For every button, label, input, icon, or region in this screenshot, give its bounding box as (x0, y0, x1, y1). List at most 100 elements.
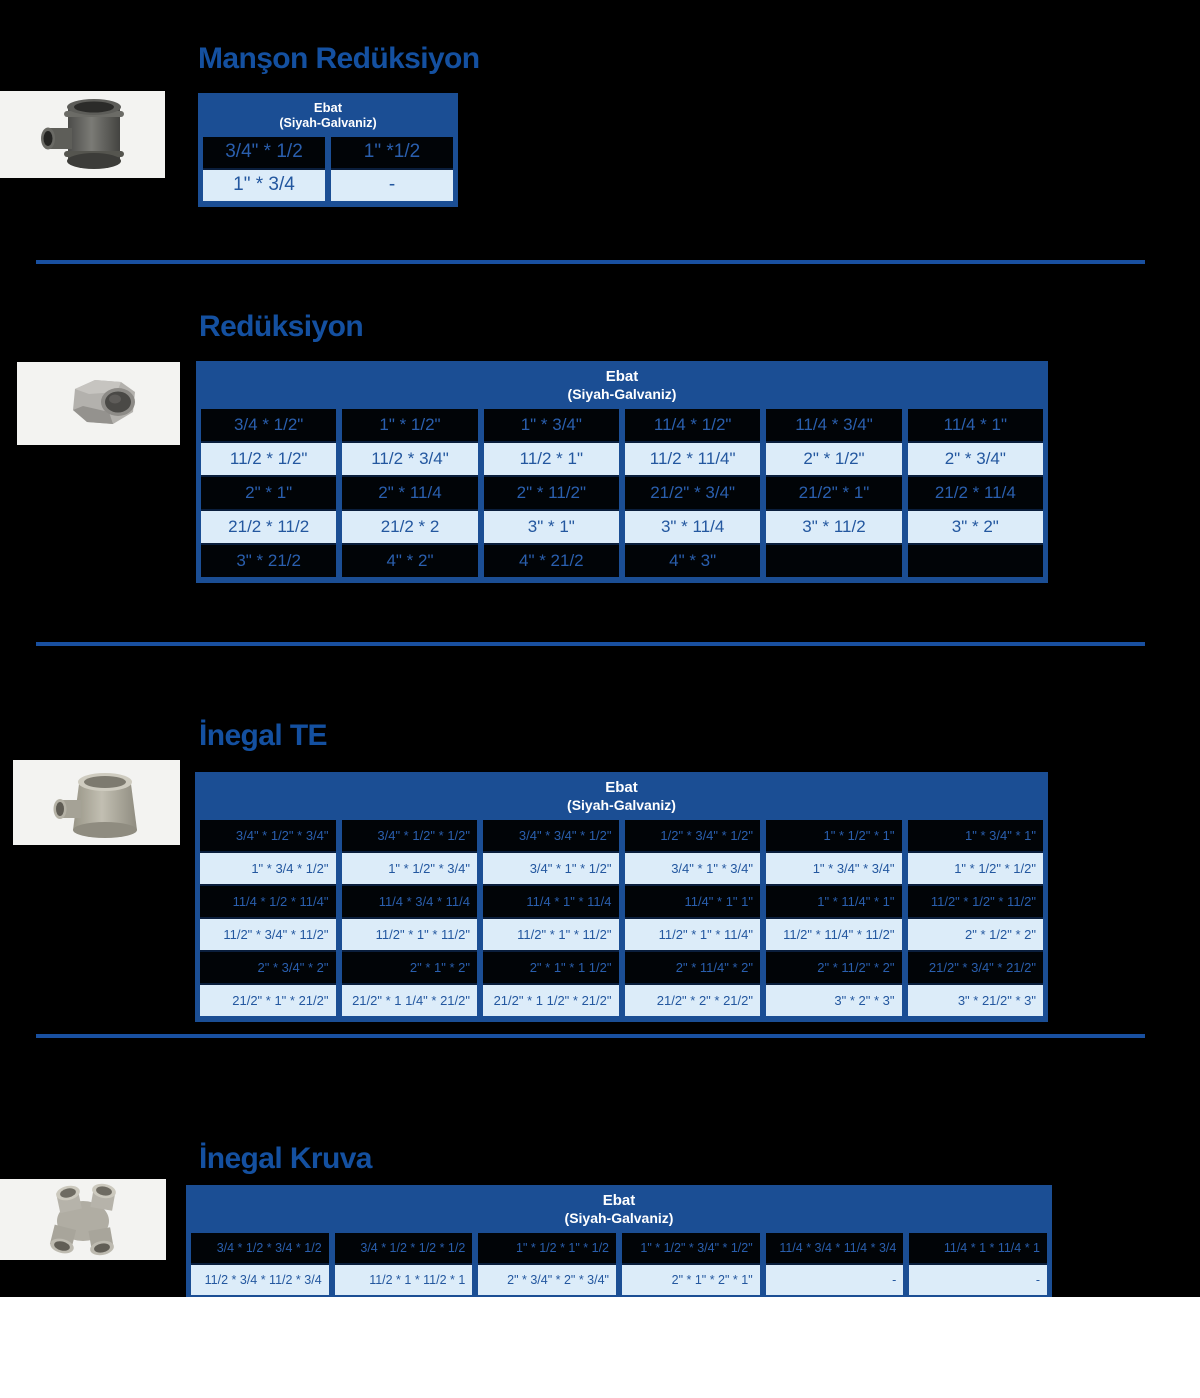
size-cell: 11/2 * 3/4" (342, 440, 478, 475)
size-row: 21/2 * 11/2 21/2 * 2 3" * 1" 3" * 11/4 3" * … (201, 508, 1043, 543)
size-row: 21/2" * 1" * 21/2" 21/2" * 1 1/4" * 21/2"… (200, 982, 1043, 1016)
reducing-tee-photo (13, 760, 180, 845)
table-header: Ebat (Siyah-Galvaniz) (191, 1187, 1047, 1233)
size-cell: 21/2" * 1 1/2" * 21/2" (483, 982, 619, 1016)
table-header: Ebat (Siyah-Galvaniz) (203, 95, 453, 137)
size-row: 3/4" * 1/2 1" *1/2 (203, 136, 453, 168)
table-header-line1: Ebat (602, 1192, 636, 1209)
size-cell: - (765, 1262, 904, 1295)
size-row: 3/4 * 1/2 * 3/4 * 1/2 3/4 * 1/2 * 1/2 * 1… (191, 1232, 1047, 1263)
size-cell: 1" * 3/4 (203, 167, 325, 201)
size-cell: 3/4" * 1" * 3/4" (624, 850, 760, 884)
page-bottom-margin (0, 1297, 1200, 1398)
size-cell: 4" * 3" (624, 542, 761, 577)
cross-fitting-photo (0, 1179, 166, 1260)
size-cell: - (909, 1262, 1047, 1295)
size-row: 2" * 1" 2" * 11/4 2" * 11/2" 21/2" * 3/4" 21… (201, 474, 1043, 509)
size-cell: 1" * 1/2" * 3/4" * 1/2" (622, 1232, 760, 1263)
size-cell: 11/4" * 1" 1" (624, 883, 760, 917)
size-row: 11/2 * 3/4 * 11/2 * 3/4 11/2 * 1 * 11/2 *… (191, 1262, 1047, 1295)
section-title-inegal-te: İnegal TE (199, 719, 328, 752)
size-row: 3/4 * 1/2" 1" * 1/2" 1" * 3/4" 11/4 * 1/2" 1… (201, 408, 1043, 441)
size-cell: 11/2 * 11/4" (624, 440, 761, 475)
size-cell (907, 542, 1043, 577)
size-cell: 3" * 2" (907, 508, 1043, 543)
size-cell: 11/4 * 1" (907, 408, 1043, 441)
size-table-inegal-te: Ebat (Siyah-Galvaniz) 3/4" * 1/2" * 3/4"… (195, 772, 1048, 1022)
table-header-line2: (Siyah-Galvaniz) (567, 386, 677, 402)
size-cell: 11/2 * 3/4 * 11/2 * 3/4 (191, 1262, 329, 1295)
size-row: 1" * 3/4- (203, 167, 453, 201)
table-header: Ebat (Siyah-Galvaniz) (201, 363, 1043, 409)
table-body: 3/4 * 1/2 * 3/4 * 1/2 3/4 * 1/2 * 1/2 * 1… (191, 1232, 1047, 1295)
size-cell: 1" * 1/2" * 1" (766, 819, 902, 851)
section-title-manson-reduksiyon: Manşon Redüksiyon (198, 42, 480, 75)
size-cell: 11/4 * 1/2 * 11/4" (200, 883, 336, 917)
size-table-manson-reduksiyon: Ebat (Siyah-Galvaniz) 3/4" * 1/2 1" *1/2 1… (198, 93, 458, 207)
size-cell: 21/2 * 2 (342, 508, 478, 543)
size-cell: 3" * 11/2 (766, 508, 902, 543)
size-row: 1" * 3/4 * 1/2" 1" * 1/2" * 3/4" 3/4" * 1"… (200, 850, 1043, 884)
size-cell: 3" * 2" * 3" (766, 982, 902, 1016)
size-cell: 11/4 * 3/4 * 11/4 (341, 883, 477, 917)
size-cell: 4" * 2" (342, 542, 478, 577)
size-cell: 11/2" * 11/4" * 11/2" (766, 916, 902, 950)
size-cell: 2" * 11/4" * 2" (624, 949, 760, 983)
section-title-reduksiyon: Redüksiyon (199, 310, 364, 343)
size-cell: - (331, 167, 453, 201)
table-header-line2: (Siyah-Galvaniz) (564, 1210, 674, 1226)
size-cell: 21/2 * 11/2 (201, 508, 337, 543)
size-cell: 3/4" * 1" * 1/2" (483, 850, 619, 884)
size-cell: 1" * 1/2 * 1" * 1/2 (478, 1232, 616, 1263)
size-cell: 3/4 * 1/2" (201, 408, 337, 441)
size-cell: 2" * 1" (201, 474, 337, 509)
size-cell: 2" * 1" * 1 1/2" (483, 949, 619, 983)
size-cell: 2" * 1" * 2" (341, 949, 477, 983)
table-body: 3/4 * 1/2" 1" * 1/2" 1" * 3/4" 11/4 * 1/2" 1… (201, 408, 1043, 577)
table-header-line1: Ebat (605, 368, 639, 385)
size-cell: 11/2 * 1 * 11/2 * 1 (334, 1262, 473, 1295)
table-body: 3/4" * 1/2 1" *1/2 1" * 3/4- (203, 136, 453, 201)
size-row: 11/2" * 3/4" * 11/2" 11/2" * 1" * 11/2" 11… (200, 916, 1043, 950)
size-cell: 21/2" * 3/4" (624, 474, 761, 509)
size-cell: 3/4" * 1/2 (203, 136, 325, 168)
reducing-socket-photo (0, 91, 165, 178)
size-cell: 11/2" * 1" * 11/2" (483, 916, 619, 950)
size-row: 3/4" * 1/2" * 3/4" 3/4" * 1/2" * 1/2" 3/4"… (200, 819, 1043, 851)
section-divider (36, 642, 1145, 646)
size-cell: 21/2" * 1 1/4" * 21/2" (341, 982, 477, 1016)
size-cell: 1" *1/2 (331, 136, 453, 168)
cross-fitting-image (49, 1183, 116, 1256)
size-cell: 3" * 21/2 (201, 542, 337, 577)
size-cell: 3" * 21/2" * 3" (907, 982, 1043, 1016)
size-cell: 21/2" * 1" (766, 474, 902, 509)
size-cell: 21/2 * 11/4 (907, 474, 1043, 509)
size-cell: 11/4 * 3/4 * 11/4 * 3/4 (765, 1232, 904, 1263)
reducing-tee-image (53, 773, 137, 838)
size-cell: 1" * 1/2" (342, 408, 478, 441)
size-cell: 1" * 3/4 * 1/2" (200, 850, 336, 884)
size-cell: 2" * 1/2" * 2" (907, 916, 1043, 950)
size-cell: 11/2 * 1" (483, 440, 619, 475)
size-cell: 11/2" * 1/2" * 11/2" (907, 883, 1043, 917)
size-cell: 3" * 11/4 (624, 508, 761, 543)
size-cell: 1/2" * 3/4" * 1/2" (624, 819, 760, 851)
size-cell: 3" * 1" (483, 508, 619, 543)
table-header-line1: Ebat (605, 779, 638, 796)
table-header-line2: (Siyah-Galvaniz) (567, 797, 676, 813)
size-cell: 3/4 * 1/2 * 3/4 * 1/2 (191, 1232, 329, 1263)
size-cell: 21/2" * 3/4" * 21/2" (907, 949, 1043, 983)
table-body: 3/4" * 1/2" * 3/4" 3/4" * 1/2" * 1/2" 3/4"… (200, 819, 1043, 1016)
hex-bushing-photo (17, 362, 180, 445)
size-row: 2" * 3/4" * 2" 2" * 1" * 2" 2" * 1" * 1 1/… (200, 949, 1043, 983)
size-cell: 11/2" * 3/4" * 11/2" (200, 916, 336, 950)
size-cell: 2" * 1" * 2" * 1" (622, 1262, 760, 1295)
size-row: 3" * 21/2 4" * 2" 4" * 21/2 4" * 3" (201, 542, 1043, 577)
size-cell: 11/2 * 1/2" (201, 440, 337, 475)
size-cell: 21/2" * 1" * 21/2" (200, 982, 336, 1016)
size-cell: 11/2" * 1" * 11/2" (341, 916, 477, 950)
size-cell: 11/2" * 1" * 11/4" (624, 916, 760, 950)
size-cell: 3/4 * 1/2 * 1/2 * 1/2 (334, 1232, 473, 1263)
size-table-reduksiyon: Ebat (Siyah-Galvaniz) 3/4 * 1/2" 1" * 1/2… (196, 361, 1048, 583)
section-divider (36, 260, 1145, 264)
